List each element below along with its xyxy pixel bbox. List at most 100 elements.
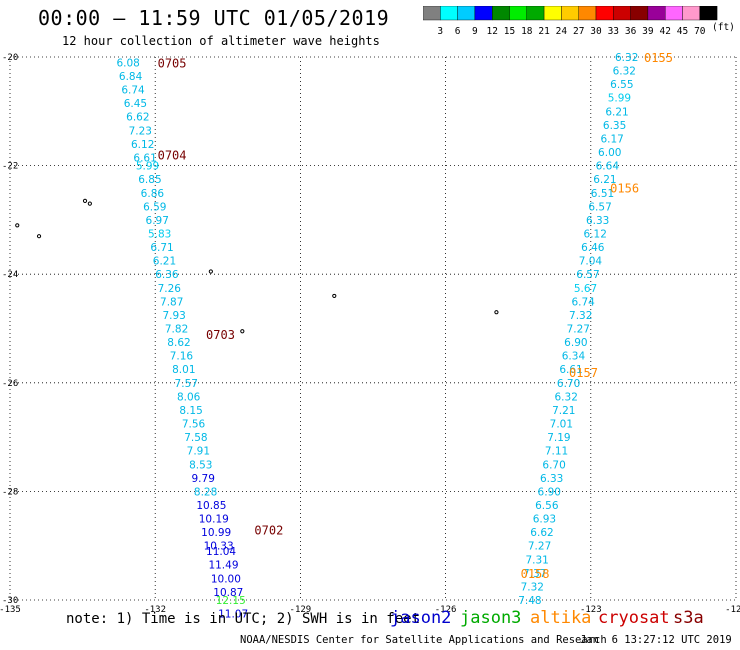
wave-height-label: 10.19 — [199, 514, 229, 526]
wave-height-label: 6.32 — [555, 391, 578, 403]
wave-height-label: 5.67 — [574, 283, 597, 295]
wave-height-label: 6.21 — [153, 256, 176, 268]
wave-height-label: 7.32 — [521, 581, 544, 593]
legend-tick-label: 9 — [472, 26, 478, 37]
wave-height-label: 7.57 — [175, 378, 198, 390]
wave-height-label: 6.08 — [116, 57, 139, 69]
x-tick-label: -126 — [435, 605, 457, 615]
wave-height-label: 6.74 — [571, 296, 595, 308]
wave-height-label: 6.59 — [143, 201, 166, 213]
wave-height-label: 10.99 — [201, 527, 231, 539]
legend-swatch — [699, 6, 718, 21]
legend-unit: (ft) — [712, 22, 735, 33]
island-marker — [82, 198, 88, 203]
wave-height-label: 6.70 — [542, 459, 565, 471]
wave-height-label: 7.27 — [528, 541, 551, 553]
pass-time-label: 0158 — [521, 567, 550, 581]
wave-height-label: 8.15 — [179, 405, 202, 417]
wave-height-label: 6.57 — [576, 269, 599, 281]
wave-height-label: 6.35 — [603, 120, 626, 132]
legend-tick-label: 3 — [437, 26, 443, 37]
wave-height-label: 11.07 — [218, 609, 248, 621]
legend-jason3: jason3 — [460, 608, 522, 628]
x-tick-label: -120 — [725, 605, 740, 615]
wave-height-label: 6.33 — [586, 215, 609, 227]
wave-height-label: 7.48 — [518, 595, 541, 607]
wave-height-label: 11.04 — [206, 546, 236, 558]
legend-jason2: jason2 — [390, 608, 452, 628]
pass-time-label: 0702 — [254, 523, 283, 537]
legend-altika: altika — [530, 608, 592, 628]
wave-height-label: 6.00 — [598, 147, 621, 159]
wave-height-label: 6.56 — [535, 500, 559, 512]
wave-height-label: 7.58 — [184, 432, 207, 444]
wave-height-label: 6.36 — [155, 269, 179, 281]
wave-height-label: 8.06 — [177, 391, 201, 403]
wave-height-label: 6.90 — [538, 486, 561, 498]
legend-tick-label: 18 — [521, 26, 533, 37]
wave-height-label: 6.62 — [530, 527, 553, 539]
y-tick-label: -22 — [2, 162, 18, 172]
legend-tick-label: 33 — [608, 26, 619, 37]
wave-height-label: 6.12 — [584, 228, 607, 240]
wave-height-label: 6.70 — [557, 378, 580, 390]
legend-tick-label: 21 — [538, 26, 550, 37]
wave-height-label: 7.31 — [525, 554, 548, 566]
wave-height-label: 6.33 — [540, 473, 563, 485]
wave-height-label: 10.00 — [211, 573, 241, 585]
island-marker — [494, 310, 499, 315]
chart-title: 00:00 – 11:59 UTC 01/05/2019 — [38, 6, 390, 30]
wave-height-label: 8.53 — [189, 459, 212, 471]
y-tick-label: -24 — [2, 270, 18, 280]
pass-time-label: 0155 — [644, 51, 673, 65]
wave-height-label: 7.16 — [170, 351, 194, 363]
wave-height-label: 7.93 — [162, 310, 185, 322]
legend-tick-label: 6 — [455, 26, 461, 37]
wave-height-label: 6.32 — [613, 66, 636, 78]
legend-cryosat: cryosat — [598, 608, 670, 628]
pass-time-label: 0157 — [569, 366, 598, 380]
legend-tick-label: 70 — [694, 26, 706, 37]
timestamp: Jan 6 13:27:12 UTC 2019 — [580, 634, 732, 646]
wave-height-label: 6.71 — [150, 242, 173, 254]
wave-height-label: 6.62 — [126, 112, 149, 124]
wave-height-label: 6.84 — [119, 71, 143, 83]
wave-height-label: 11.49 — [208, 560, 238, 572]
wave-height-label: 6.61 — [559, 364, 582, 376]
island-marker — [87, 201, 92, 206]
wave-height-label: 6.93 — [533, 514, 556, 526]
legend-tick-label: 27 — [573, 26, 584, 37]
wave-height-label: 12.15 — [216, 595, 246, 607]
wave-height-label: 7.01 — [550, 419, 573, 431]
wave-height-label: 6.21 — [593, 174, 616, 186]
pass-time-label: 0156 — [610, 181, 639, 195]
island-marker — [240, 329, 245, 334]
wave-height-label: 7.11 — [545, 446, 568, 458]
legend-s3a: s3a — [673, 608, 704, 628]
wave-height-label: 7.04 — [579, 256, 603, 268]
wave-height-label: 6.51 — [591, 188, 614, 200]
wave-height-label: 6.97 — [146, 215, 169, 227]
y-tick-label: -28 — [2, 487, 18, 497]
x-tick-label: -135 — [0, 605, 21, 615]
wave-height-label: 7.23 — [129, 125, 152, 137]
wave-height-label: 7.26 — [158, 283, 182, 295]
x-tick-label: -132 — [144, 605, 166, 615]
wave-height-label: 7.21 — [552, 405, 575, 417]
wave-height-label: 10.87 — [213, 587, 243, 599]
chart-note: note: 1) Time is in UTC; 2) SWH is in fe… — [66, 611, 421, 627]
pass-time-label: 0705 — [158, 56, 187, 70]
legend-tick-label: 15 — [504, 26, 515, 37]
wave-height-label: 7.87 — [160, 296, 183, 308]
wave-height-label: 10.33 — [204, 541, 234, 553]
wave-height-label: 9.79 — [192, 473, 215, 485]
wave-height-label: 8.62 — [167, 337, 190, 349]
legend-tick-label: 30 — [590, 26, 602, 37]
y-tick-label: -30 — [2, 596, 18, 606]
wave-height-label: 6.61 — [133, 152, 156, 164]
wave-height-label: 10.85 — [196, 500, 226, 512]
wave-height-label: 6.85 — [138, 174, 161, 186]
wave-height-label: 6.12 — [131, 139, 154, 151]
